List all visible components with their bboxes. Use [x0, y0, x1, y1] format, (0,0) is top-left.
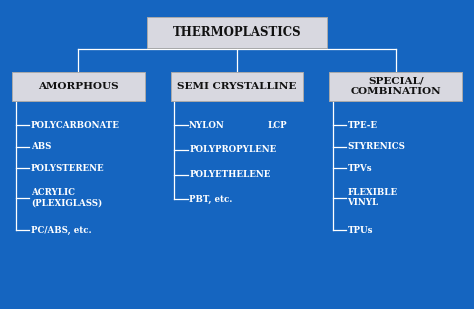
- FancyBboxPatch shape: [171, 72, 303, 101]
- Text: PC/ABS, etc.: PC/ABS, etc.: [31, 226, 91, 235]
- Text: PBT, etc.: PBT, etc.: [189, 195, 233, 204]
- Text: POLYPROPYLENE: POLYPROPYLENE: [189, 145, 276, 154]
- Text: POLYETHELENE: POLYETHELENE: [189, 170, 271, 179]
- FancyBboxPatch shape: [329, 72, 462, 101]
- Text: TPE-E: TPE-E: [347, 121, 377, 130]
- Text: THERMOPLASTICS: THERMOPLASTICS: [173, 26, 301, 39]
- Text: SEMI CRYSTALLINE: SEMI CRYSTALLINE: [177, 82, 297, 91]
- Text: AMORPHOUS: AMORPHOUS: [38, 82, 118, 91]
- Text: STYRENICS: STYRENICS: [347, 142, 405, 151]
- Text: TPVs: TPVs: [347, 164, 372, 173]
- Text: POLYCARBONATE: POLYCARBONATE: [31, 121, 119, 130]
- Text: NYLON: NYLON: [189, 121, 225, 130]
- Text: ABS: ABS: [31, 142, 51, 151]
- Text: TPUs: TPUs: [347, 226, 373, 235]
- Text: SPECIAL/
COMBINATION: SPECIAL/ COMBINATION: [350, 77, 441, 96]
- Text: LCP: LCP: [268, 121, 287, 130]
- Text: POLYSTERENE: POLYSTERENE: [31, 164, 104, 173]
- Text: ACRYLIC
(PLEXIGLASS): ACRYLIC (PLEXIGLASS): [31, 188, 102, 207]
- Text: FLEXIBLE
VINYL: FLEXIBLE VINYL: [347, 188, 398, 207]
- FancyBboxPatch shape: [147, 17, 327, 48]
- FancyBboxPatch shape: [12, 72, 145, 101]
